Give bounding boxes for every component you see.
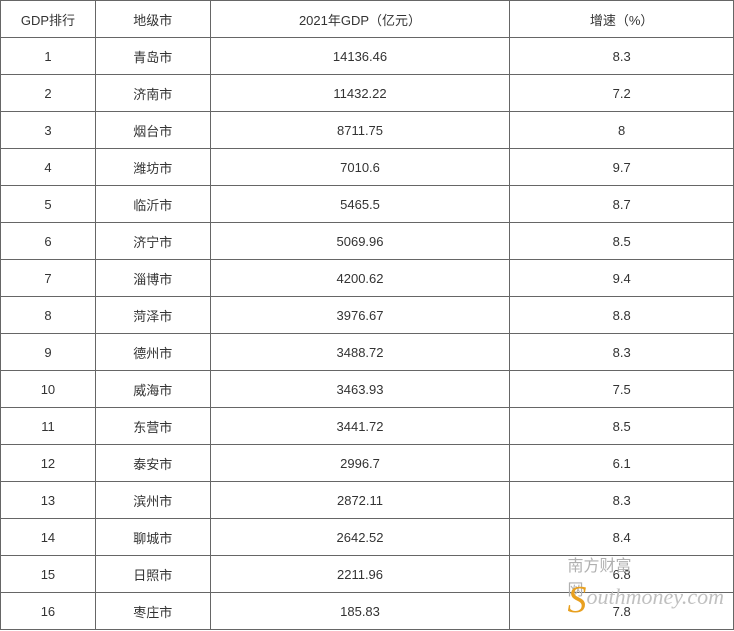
cell-growth: 8.7	[510, 186, 734, 223]
cell-rank: 5	[1, 186, 96, 223]
table-row: 11东营市3441.728.5	[1, 408, 734, 445]
cell-growth: 8.3	[510, 334, 734, 371]
table-row: 15日照市2211.966.8	[1, 556, 734, 593]
cell-city: 德州市	[95, 334, 210, 371]
table-header-row: GDP排行 地级市 2021年GDP（亿元） 增速（%）	[1, 1, 734, 38]
cell-gdp: 185.83	[210, 593, 510, 630]
cell-city: 临沂市	[95, 186, 210, 223]
cell-rank: 4	[1, 149, 96, 186]
cell-gdp: 3488.72	[210, 334, 510, 371]
table-row: 3烟台市8711.758	[1, 112, 734, 149]
cell-gdp: 5069.96	[210, 223, 510, 260]
table-row: 9德州市3488.728.3	[1, 334, 734, 371]
cell-growth: 8.5	[510, 223, 734, 260]
cell-city: 威海市	[95, 371, 210, 408]
cell-rank: 10	[1, 371, 96, 408]
cell-city: 枣庄市	[95, 593, 210, 630]
table-row: 5临沂市5465.58.7	[1, 186, 734, 223]
cell-gdp: 4200.62	[210, 260, 510, 297]
cell-rank: 14	[1, 519, 96, 556]
table-row: 1青岛市14136.468.3	[1, 38, 734, 75]
table-row: 10威海市3463.937.5	[1, 371, 734, 408]
cell-rank: 8	[1, 297, 96, 334]
cell-gdp: 3463.93	[210, 371, 510, 408]
cell-gdp: 2996.7	[210, 445, 510, 482]
cell-rank: 7	[1, 260, 96, 297]
cell-growth: 8	[510, 112, 734, 149]
table-row: 7淄博市4200.629.4	[1, 260, 734, 297]
cell-city: 淄博市	[95, 260, 210, 297]
cell-rank: 13	[1, 482, 96, 519]
cell-rank: 3	[1, 112, 96, 149]
cell-city: 滨州市	[95, 482, 210, 519]
cell-city: 烟台市	[95, 112, 210, 149]
column-header-gdp: 2021年GDP（亿元）	[210, 1, 510, 38]
cell-growth: 6.1	[510, 445, 734, 482]
cell-rank: 2	[1, 75, 96, 112]
cell-rank: 12	[1, 445, 96, 482]
cell-gdp: 3441.72	[210, 408, 510, 445]
gdp-ranking-table: GDP排行 地级市 2021年GDP（亿元） 增速（%） 1青岛市14136.4…	[0, 0, 734, 630]
cell-gdp: 14136.46	[210, 38, 510, 75]
cell-rank: 1	[1, 38, 96, 75]
cell-gdp: 2211.96	[210, 556, 510, 593]
cell-growth: 7.5	[510, 371, 734, 408]
cell-growth: 8.4	[510, 519, 734, 556]
cell-rank: 11	[1, 408, 96, 445]
cell-growth: 6.8	[510, 556, 734, 593]
cell-city: 济宁市	[95, 223, 210, 260]
cell-city: 济南市	[95, 75, 210, 112]
cell-growth: 8.8	[510, 297, 734, 334]
cell-growth: 8.3	[510, 38, 734, 75]
cell-city: 聊城市	[95, 519, 210, 556]
cell-growth: 9.7	[510, 149, 734, 186]
table-row: 8菏泽市3976.678.8	[1, 297, 734, 334]
table-row: 4潍坊市7010.69.7	[1, 149, 734, 186]
cell-gdp: 11432.22	[210, 75, 510, 112]
table-row: 6济宁市5069.968.5	[1, 223, 734, 260]
cell-city: 泰安市	[95, 445, 210, 482]
table-row: 16枣庄市185.837.8	[1, 593, 734, 630]
table-row: 2济南市11432.227.2	[1, 75, 734, 112]
cell-gdp: 8711.75	[210, 112, 510, 149]
cell-city: 潍坊市	[95, 149, 210, 186]
cell-growth: 8.5	[510, 408, 734, 445]
column-header-rank: GDP排行	[1, 1, 96, 38]
column-header-city: 地级市	[95, 1, 210, 38]
cell-rank: 16	[1, 593, 96, 630]
cell-city: 青岛市	[95, 38, 210, 75]
cell-gdp: 7010.6	[210, 149, 510, 186]
cell-gdp: 2642.52	[210, 519, 510, 556]
cell-gdp: 5465.5	[210, 186, 510, 223]
cell-rank: 9	[1, 334, 96, 371]
cell-rank: 6	[1, 223, 96, 260]
cell-city: 菏泽市	[95, 297, 210, 334]
table-row: 12泰安市2996.76.1	[1, 445, 734, 482]
table-body: 1青岛市14136.468.32济南市11432.227.23烟台市8711.7…	[1, 38, 734, 630]
cell-city: 东营市	[95, 408, 210, 445]
cell-growth: 9.4	[510, 260, 734, 297]
table-row: 13滨州市2872.118.3	[1, 482, 734, 519]
cell-growth: 7.8	[510, 593, 734, 630]
cell-growth: 8.3	[510, 482, 734, 519]
cell-gdp: 3976.67	[210, 297, 510, 334]
cell-city: 日照市	[95, 556, 210, 593]
cell-rank: 15	[1, 556, 96, 593]
cell-growth: 7.2	[510, 75, 734, 112]
table-row: 14聊城市2642.528.4	[1, 519, 734, 556]
column-header-growth: 增速（%）	[510, 1, 734, 38]
cell-gdp: 2872.11	[210, 482, 510, 519]
